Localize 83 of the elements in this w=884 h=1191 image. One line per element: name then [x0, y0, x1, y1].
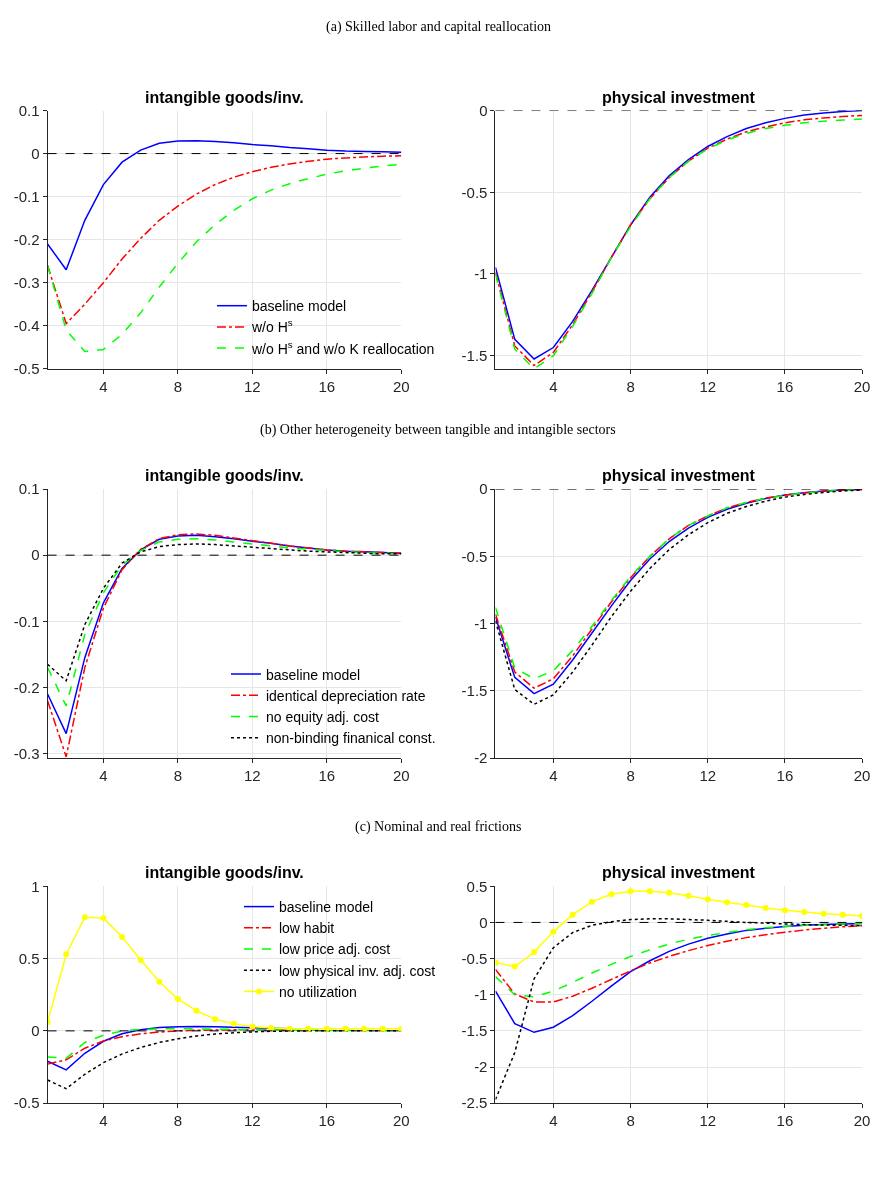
y-tick-label: 0: [479, 480, 488, 498]
y-tick-label: -0.5: [461, 949, 488, 967]
y-tick-label: 0: [31, 144, 40, 162]
y-tick-label: 0.5: [466, 877, 488, 895]
y-tick-label: 0.1: [18, 480, 40, 498]
x-tick-label: 20: [392, 767, 410, 785]
x-tick-label: 16: [776, 1112, 794, 1130]
legend-label: no equity adj. cost: [265, 708, 379, 725]
y-tick-label: 1: [31, 877, 40, 895]
x-tick-label: 4: [99, 1112, 108, 1130]
x-tick-label: 4: [549, 767, 558, 785]
y-tick-label: 0.1: [18, 101, 40, 119]
x-tick-label: 20: [853, 377, 871, 395]
y-tick-label: -1.5: [461, 682, 488, 700]
y-tick-label: -0.1: [13, 187, 40, 205]
chart-title: intangible goods/inv.: [145, 864, 304, 881]
x-tick-label: 8: [173, 377, 183, 395]
x-tick-label: 20: [853, 767, 871, 785]
chart-title: physical investment: [602, 467, 756, 484]
y-tick-label: -1.5: [461, 346, 488, 364]
x-tick-label: 8: [173, 767, 183, 785]
y-tick-label: -0.4: [13, 317, 40, 334]
legend-label: w/o H$^{s}$ and w/o K reallocation: [250, 338, 435, 357]
x-tick-label: 20: [392, 1112, 410, 1130]
legend-label: low price adj. cost: [278, 941, 391, 958]
x-tick-label: 12: [244, 767, 261, 785]
x-tick-label: 20: [853, 1112, 871, 1130]
y-tick-label: 0: [31, 1022, 40, 1040]
x-tick-label: 20: [392, 377, 410, 395]
y-tick-label: -0.3: [13, 744, 40, 762]
legend-label: non-binding finanical const.: [265, 730, 436, 747]
x-tick-label: 8: [173, 1112, 183, 1130]
x-tick-label: 12: [244, 377, 261, 395]
y-tick-label: -2: [474, 1058, 488, 1076]
y-tick-label: -0.1: [13, 612, 40, 630]
x-tick-label: 16: [318, 1112, 336, 1130]
x-tick-label: 16: [318, 767, 336, 785]
y-tick-label: 0: [479, 101, 488, 119]
legend-label: baseline model: [251, 298, 347, 315]
legend-label: no utilization: [278, 983, 357, 1000]
y-tick-label: -0.2: [13, 230, 40, 248]
x-tick-label: 8: [626, 767, 635, 785]
y-tick-label: 0.5: [18, 949, 40, 967]
x-tick-label: 4: [549, 1112, 558, 1130]
legend-label: low habit: [278, 920, 335, 937]
x-tick-label: 16: [318, 377, 336, 395]
y-tick-label: -1: [474, 985, 488, 1003]
chart-title: intangible goods/inv.: [145, 467, 304, 484]
y-tick-label: -1.5: [461, 1022, 488, 1040]
y-tick-label: -2: [474, 749, 488, 767]
y-tick-label: -1: [474, 614, 488, 632]
y-tick-label: 0: [479, 913, 488, 931]
x-tick-label: 16: [776, 767, 794, 785]
y-tick-label: -0.5: [13, 360, 40, 378]
x-tick-label: 8: [626, 1112, 635, 1130]
text: (b) Other heterogeneity between tangible and intangible sectors: [260, 422, 616, 438]
legend-label: identical depreciation rate: [265, 687, 426, 704]
x-tick-label: 4: [99, 377, 108, 395]
chart-title: physical investment: [602, 89, 756, 106]
x-tick-label: 16: [776, 377, 794, 395]
x-tick-label: 8: [626, 377, 635, 395]
y-tick-label: -0.3: [13, 273, 40, 291]
x-tick-label: 12: [699, 377, 717, 395]
y-tick-label: 0: [31, 546, 40, 564]
legend-label: baseline model: [265, 666, 361, 683]
x-tick-label: 4: [99, 767, 108, 785]
legend-label: low physical inv. adj. cost: [278, 962, 436, 979]
text: (c) Nominal and real frictions: [355, 819, 522, 835]
x-tick-label: 12: [699, 767, 717, 785]
y-tick-label: -0.2: [13, 678, 40, 696]
y-tick-label: -0.5: [13, 1094, 40, 1112]
x-tick-label: 4: [549, 377, 558, 395]
text: (a) Skilled labor and capital reallocation: [326, 19, 552, 35]
chart-title: physical investment: [602, 864, 756, 881]
x-tick-label: 12: [699, 1112, 717, 1130]
legend-label: baseline model: [278, 899, 374, 916]
chart-title: intangible goods/inv.: [145, 89, 304, 106]
legend-label: w/o H$^{s}$: [250, 317, 293, 336]
y-tick-label: -2.5: [461, 1094, 488, 1112]
y-tick-label: -1: [474, 265, 488, 283]
x-tick-label: 12: [244, 1112, 261, 1130]
y-tick-label: -0.5: [461, 183, 488, 201]
y-tick-label: -0.5: [461, 547, 488, 565]
